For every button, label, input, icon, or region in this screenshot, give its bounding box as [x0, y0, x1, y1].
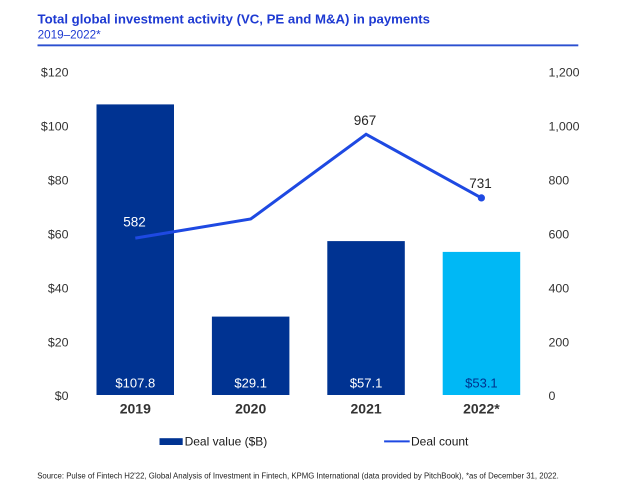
svg-text:1,200: 1,200	[549, 66, 580, 80]
svg-text:400: 400	[549, 281, 570, 295]
svg-text:600: 600	[549, 228, 570, 242]
svg-text:$60: $60	[48, 228, 69, 242]
svg-text:$80: $80	[48, 174, 69, 188]
svg-text:1,000: 1,000	[549, 120, 580, 134]
svg-text:$20: $20	[48, 335, 69, 349]
svg-text:$120: $120	[41, 66, 69, 80]
svg-text:Deal count: Deal count	[411, 435, 469, 449]
svg-text:2020: 2020	[235, 401, 266, 417]
svg-text:$107.8: $107.8	[115, 375, 155, 390]
svg-text:967: 967	[354, 113, 377, 128]
svg-text:0: 0	[549, 389, 556, 403]
svg-text:Total global investment activi: Total global investment activity (VC, PE…	[38, 12, 431, 27]
svg-text:Deal value ($B): Deal value ($B)	[185, 435, 268, 449]
svg-text:$53.1: $53.1	[465, 375, 498, 390]
svg-text:$0: $0	[55, 389, 69, 403]
svg-text:2021: 2021	[351, 401, 382, 417]
svg-text:Source: Pulse of Fintech H2'22: Source: Pulse of Fintech H2'22, Global A…	[37, 472, 559, 481]
svg-text:731: 731	[469, 176, 492, 191]
svg-text:582: 582	[123, 215, 146, 230]
svg-text:200: 200	[549, 335, 570, 349]
svg-text:$57.1: $57.1	[350, 375, 383, 390]
svg-text:2019: 2019	[120, 401, 151, 417]
svg-text:2022*: 2022*	[463, 401, 500, 417]
svg-text:$40: $40	[48, 281, 69, 295]
svg-text:$100: $100	[41, 120, 69, 134]
svg-text:2019–2022*: 2019–2022*	[38, 29, 102, 42]
svg-text:$29.1: $29.1	[234, 375, 267, 390]
svg-text:800: 800	[549, 174, 570, 188]
